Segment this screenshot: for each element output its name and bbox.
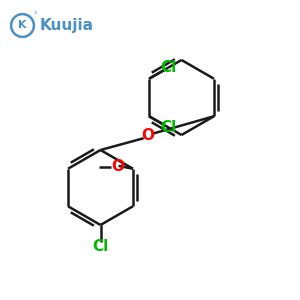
- Text: Cl: Cl: [160, 120, 176, 135]
- Text: O: O: [142, 128, 155, 143]
- Text: K: K: [18, 20, 27, 31]
- Text: Cl: Cl: [92, 239, 109, 254]
- Text: Kuujia: Kuujia: [39, 18, 93, 33]
- Text: °: °: [34, 13, 37, 19]
- Text: Cl: Cl: [160, 60, 176, 75]
- Text: O: O: [112, 159, 124, 174]
